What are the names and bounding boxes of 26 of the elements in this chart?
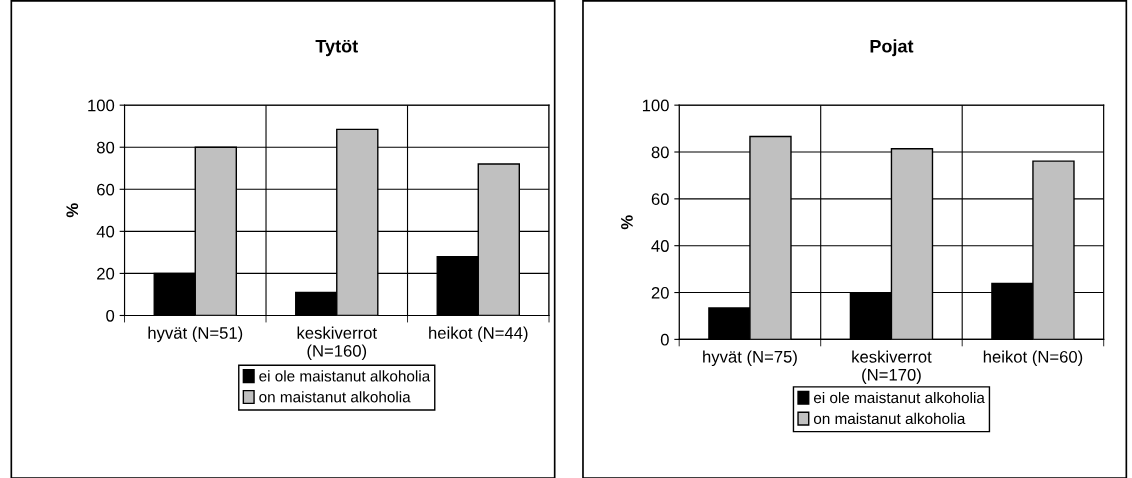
x-tick-label: heikot (N=60) <box>983 350 1083 367</box>
y-tick-label: 60 <box>97 183 115 196</box>
y-tick-label: 20 <box>97 267 115 280</box>
x-tick-label: hyvät (N=75) <box>703 350 797 367</box>
legend-label: on maistanut alkoholia <box>813 412 966 425</box>
y-tick-label: 40 <box>651 240 669 252</box>
y-tick-label: 80 <box>651 146 669 159</box>
legend-label: ei ole maistanut alkoholia <box>813 391 985 404</box>
x-tick-label: hyvät (N=51) <box>148 326 243 343</box>
y-tick-label: 0 <box>660 333 669 346</box>
y-tick-label: 60 <box>651 193 669 206</box>
y-axis-title: % <box>621 215 633 230</box>
y-axis-title: % <box>66 203 79 218</box>
y-tick-label: 80 <box>96 141 115 154</box>
y-tick-label: 20 <box>651 286 669 299</box>
x-tick-label: heikot (N=44) <box>429 326 528 343</box>
y-tick-label: 40 <box>96 225 115 238</box>
chart-title: Pojat <box>870 39 914 57</box>
x-tick-label: keskiverrot (N=170) <box>852 350 932 384</box>
x-tick-label: keskiverrot (N=160) <box>297 326 377 361</box>
legend-label: on maistanut alkoholia <box>259 391 411 403</box>
y-tick-label: 100 <box>88 99 115 112</box>
y-tick-label: 0 <box>106 309 115 322</box>
chart-title: Tytöt <box>315 39 358 57</box>
legend-label: ei ole maistanut alkoholia <box>259 370 431 382</box>
y-tick-label: 100 <box>642 99 669 112</box>
